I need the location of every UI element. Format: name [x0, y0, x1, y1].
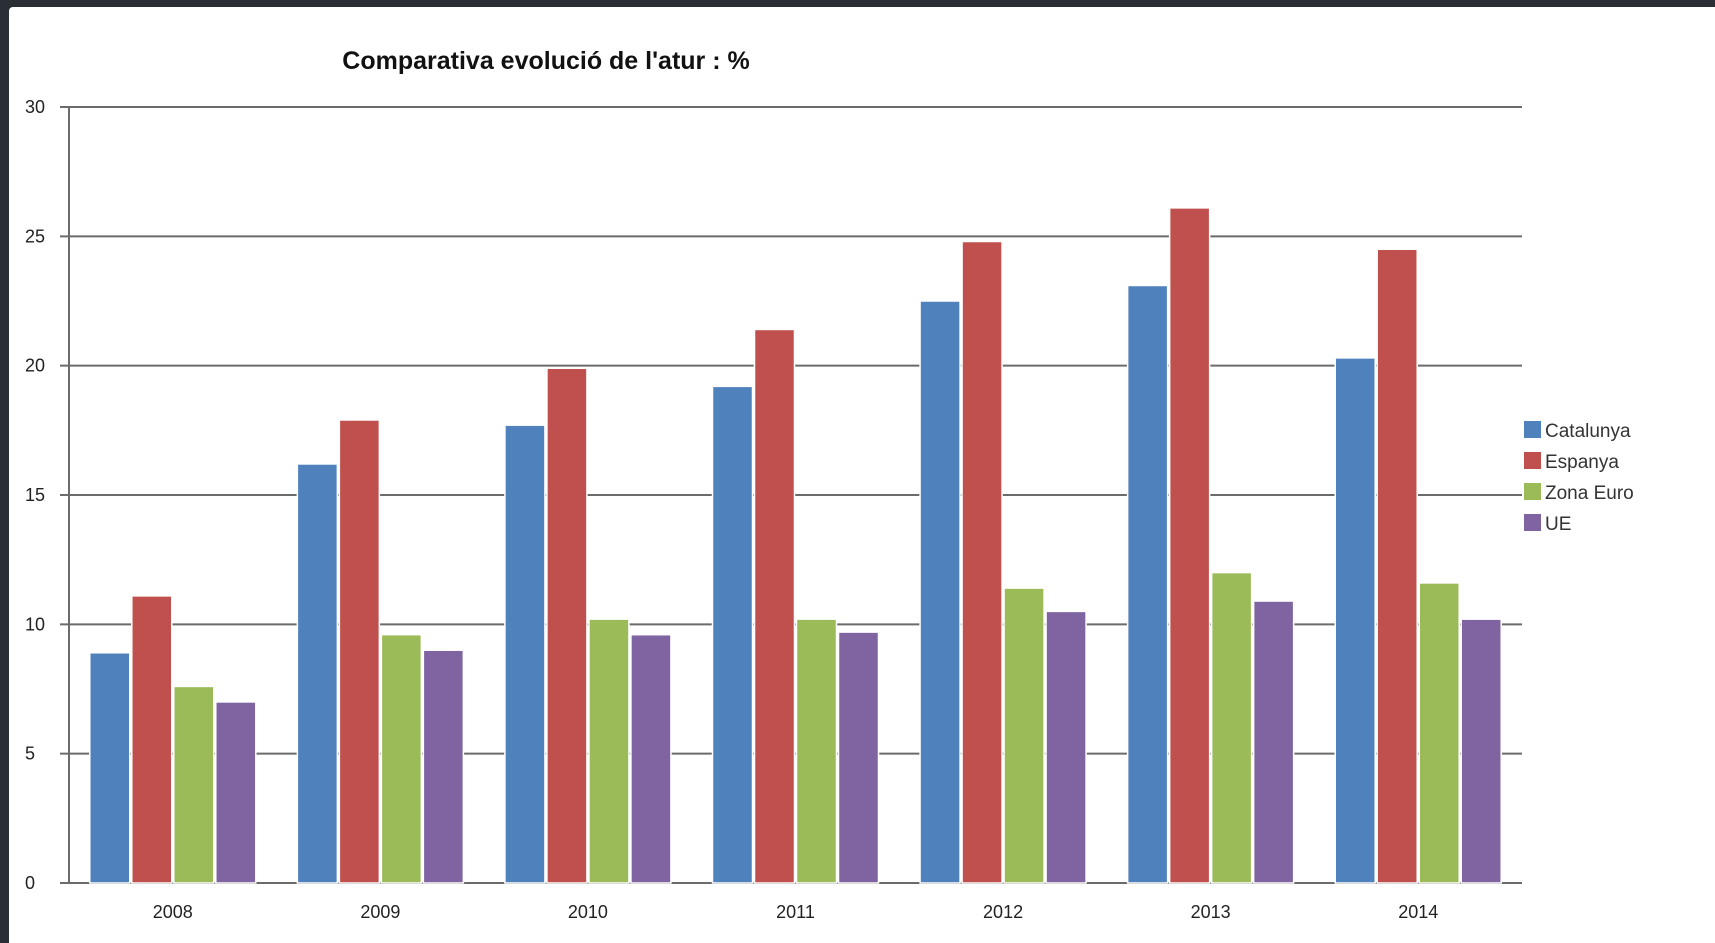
bar-zona-euro-2010 [588, 618, 630, 884]
bar-catalunya-2014 [1334, 357, 1376, 884]
bar-zona-euro-2012 [1003, 587, 1045, 884]
bar-ue-2009 [422, 649, 465, 884]
x-axis: 2008 2009 2010 2011 2012 2013 2014 [153, 902, 1438, 922]
bar-zona-euro-2008 [173, 685, 215, 884]
legend-swatch-espanya [1524, 452, 1541, 469]
legend-label: Espanya [1545, 452, 1619, 473]
x-tick-label: 2008 [153, 902, 193, 922]
y-tick-label: 5 [25, 744, 35, 764]
bar-catalunya-2012 [919, 300, 961, 884]
legend-swatch-zona-euro [1524, 483, 1541, 500]
bar-zona-euro-2011 [795, 618, 838, 884]
bar-zona-euro-2013 [1210, 571, 1253, 884]
bar-espanya-2013 [1168, 207, 1211, 884]
x-tick-label: 2013 [1191, 902, 1231, 922]
bar-ue-2012 [1045, 610, 1087, 884]
bar-zona-euro-2009 [380, 633, 423, 884]
y-tick-label: 10 [25, 614, 45, 634]
legend: Catalunya Espanya Zona Euro UE [1524, 421, 1634, 535]
x-tick-label: 2014 [1398, 902, 1438, 922]
legend-label: Zona Euro [1545, 483, 1634, 504]
bar-espanya-2012 [961, 240, 1003, 884]
bar-ue-2008 [215, 701, 257, 884]
y-tick-label: 0 [25, 873, 35, 893]
legend-label: Catalunya [1545, 421, 1631, 442]
bar-ue-2010 [630, 633, 672, 884]
x-tick-label: 2009 [360, 902, 400, 922]
x-tick-label: 2010 [568, 902, 608, 922]
y-tick-label: 30 [25, 97, 45, 117]
x-tick-label: 2011 [776, 902, 815, 922]
bar-ue-2013 [1252, 600, 1295, 884]
bars [89, 207, 1502, 884]
x-tick-label: 2012 [983, 902, 1023, 922]
chart-title: Comparativa evolució de l'atur : % [342, 47, 749, 75]
bar-espanya-2009 [338, 419, 381, 884]
bar-chart: Comparativa evolució de l'atur : % 0 5 10 1… [25, 47, 1634, 922]
legend-swatch-catalunya [1524, 421, 1541, 438]
y-tick-label: 15 [25, 485, 45, 505]
bar-catalunya-2008 [89, 652, 131, 884]
bar-catalunya-2009 [296, 463, 339, 884]
y-tick-label: 25 [25, 226, 45, 246]
bar-ue-2011 [837, 631, 880, 884]
legend-label: UE [1545, 514, 1571, 535]
bar-catalunya-2013 [1126, 284, 1169, 884]
bar-espanya-2008 [131, 595, 173, 884]
bar-espanya-2014 [1376, 248, 1418, 884]
y-tick-label: 20 [25, 356, 45, 376]
bar-catalunya-2010 [504, 424, 546, 884]
legend-swatch-ue [1524, 514, 1541, 531]
bar-catalunya-2011 [711, 385, 754, 884]
y-axis: 0 5 10 15 20 25 30 [25, 97, 70, 893]
bar-zona-euro-2014 [1418, 582, 1460, 884]
chart-frame: Comparativa evolució de l'atur : % 0 5 10 1… [9, 7, 1715, 943]
bar-ue-2014 [1460, 618, 1502, 884]
bar-espanya-2011 [753, 328, 796, 884]
bar-espanya-2010 [546, 367, 588, 884]
